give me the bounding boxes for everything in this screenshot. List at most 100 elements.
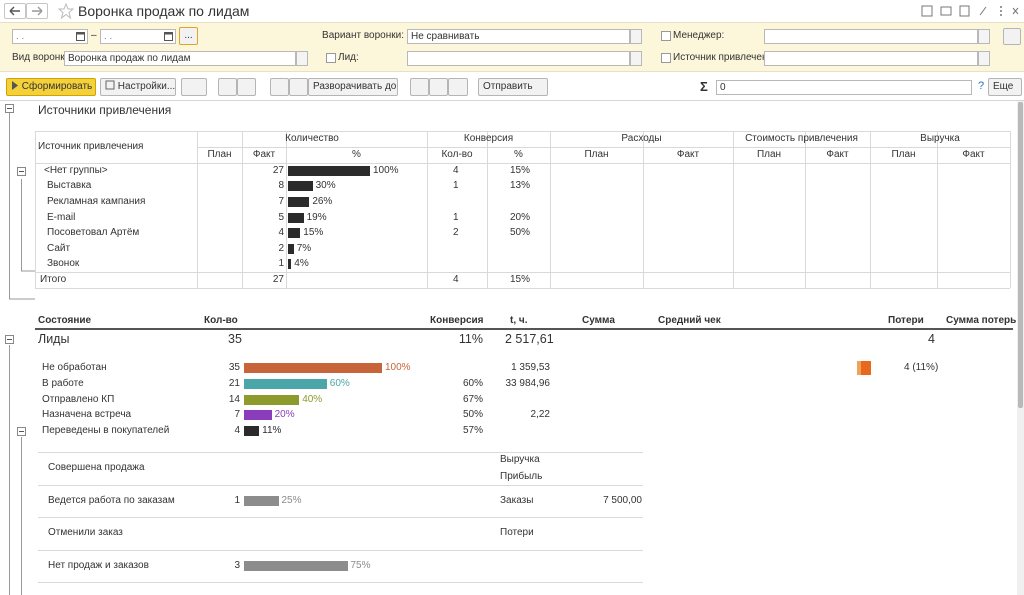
settings-label: Настройки... — [117, 81, 176, 92]
variant-label: Вариант воронки: — [322, 30, 404, 41]
manager-dropdown[interactable] — [978, 29, 990, 44]
window-icons — [921, 5, 1019, 17]
lead-dropdown[interactable] — [630, 51, 642, 66]
bar — [288, 181, 313, 192]
variant-field[interactable]: Не сравнивать — [407, 29, 630, 44]
source-name: <Нет группы> — [44, 164, 108, 176]
stage-percent: 20% — [274, 409, 295, 421]
stage-percent: 11% — [262, 425, 282, 437]
stage-conversion: 57% — [462, 425, 483, 437]
find-next-button[interactable] — [237, 78, 256, 96]
tree-gutter — [5, 104, 35, 595]
grid-line — [38, 484, 643, 486]
loss-indicator — [857, 361, 861, 375]
expand-button[interactable]: Разворачивать до — [308, 78, 398, 96]
column-header: Стоимость привлечения — [745, 133, 858, 144]
grid-line — [38, 452, 643, 453]
date-separator: – — [91, 30, 97, 41]
conversion-percent: 13% — [510, 180, 531, 192]
preview-button[interactable] — [448, 78, 468, 96]
bar — [288, 243, 294, 254]
column-header: t, ч. — [510, 315, 528, 326]
leads-count: 35 — [228, 332, 242, 346]
column-header: Потери — [888, 315, 924, 326]
grid-line — [35, 131, 1010, 132]
generate-button[interactable]: Сформировать — [6, 78, 96, 96]
fact-value: 5 — [278, 211, 284, 223]
column-header: Источник привлечения — [38, 141, 144, 152]
column-header: Кол-во — [204, 315, 238, 326]
stage-conversion: 67% — [462, 393, 483, 405]
date-to[interactable]: . . — [100, 29, 176, 44]
grid-line — [38, 517, 643, 518]
favorite-star[interactable] — [58, 3, 74, 19]
source-name: Сайт — [47, 242, 71, 254]
lead-field[interactable] — [407, 51, 630, 66]
grid-line — [550, 131, 551, 289]
grid-line — [733, 131, 734, 289]
back-button[interactable] — [4, 3, 26, 19]
forward-button[interactable] — [26, 3, 48, 19]
stage-name: Не обработан — [42, 362, 107, 373]
fact-value: 27 — [272, 164, 284, 176]
funnel-type-dropdown[interactable] — [296, 51, 308, 66]
variant-dropdown[interactable] — [630, 29, 642, 44]
scrollbar-thumb[interactable] — [1018, 102, 1023, 408]
help-link[interactable]: ? — [978, 80, 985, 92]
conversion-percent: 15% — [510, 164, 531, 176]
bar — [244, 495, 279, 506]
source-name: Выставка — [47, 180, 92, 192]
lead-label: Лид: — [338, 52, 359, 63]
stage-count: 14 — [228, 393, 240, 405]
outcome-metric: Выручка — [500, 453, 540, 465]
fact-value: 27 — [272, 274, 284, 286]
bar — [244, 363, 382, 373]
manager-checkbox[interactable] — [661, 31, 671, 41]
send-label: Отправить — [483, 81, 533, 92]
find-button[interactable] — [218, 78, 237, 96]
source-field[interactable] — [764, 51, 978, 66]
grid-line — [35, 131, 36, 289]
source-dropdown[interactable] — [978, 51, 990, 66]
column-subheader: Кол-во — [441, 149, 473, 160]
column-header: Сумма — [582, 315, 615, 326]
grid-line — [643, 131, 644, 289]
panel-settings-button[interactable] — [1003, 28, 1021, 45]
stage-count: 35 — [228, 362, 240, 373]
percent-label: 19% — [306, 211, 327, 223]
bar — [244, 426, 260, 437]
print-button[interactable] — [410, 78, 429, 96]
group-button[interactable] — [270, 78, 289, 96]
variant-menu-button[interactable] — [181, 78, 207, 96]
grid-line — [242, 131, 243, 289]
source-name: E-mail — [47, 211, 76, 223]
date-from[interactable]: . . — [12, 29, 88, 44]
stage-time: 1 359,53 — [511, 362, 550, 373]
grid-line — [805, 131, 806, 289]
column-header: Выручка — [920, 133, 960, 144]
settings-button[interactable]: Настройки... — [100, 78, 176, 96]
calendar-icon[interactable] — [76, 32, 85, 41]
source-name: Посоветовал Артём — [47, 227, 140, 239]
more-button[interactable]: Еще — [988, 78, 1022, 96]
outcome-name: Нет продаж и заказов — [48, 559, 149, 571]
percent-label: 100% — [373, 164, 399, 176]
period-button[interactable]: ... — [179, 27, 198, 45]
percent-label: 30% — [315, 180, 336, 192]
calendar-icon[interactable] — [164, 32, 173, 41]
settings-icon — [105, 80, 115, 90]
grid-line — [35, 163, 1010, 164]
manager-field[interactable] — [764, 29, 978, 44]
funnel-type-field[interactable]: Воронка продаж по лидам — [64, 51, 296, 66]
stage-name: Назначена встреча — [42, 409, 132, 421]
funnel-type-label: Вид воронки: — [12, 52, 74, 63]
ungroup-button[interactable] — [289, 78, 308, 96]
source-checkbox[interactable] — [661, 53, 671, 63]
source-label: Источник привлечения: — [673, 52, 782, 63]
move-button[interactable] — [429, 78, 448, 96]
lead-checkbox[interactable] — [326, 53, 336, 63]
column-subheader: % — [352, 149, 361, 160]
send-button[interactable]: Отправить — [478, 78, 548, 96]
stage-time: 2,22 — [530, 409, 550, 421]
